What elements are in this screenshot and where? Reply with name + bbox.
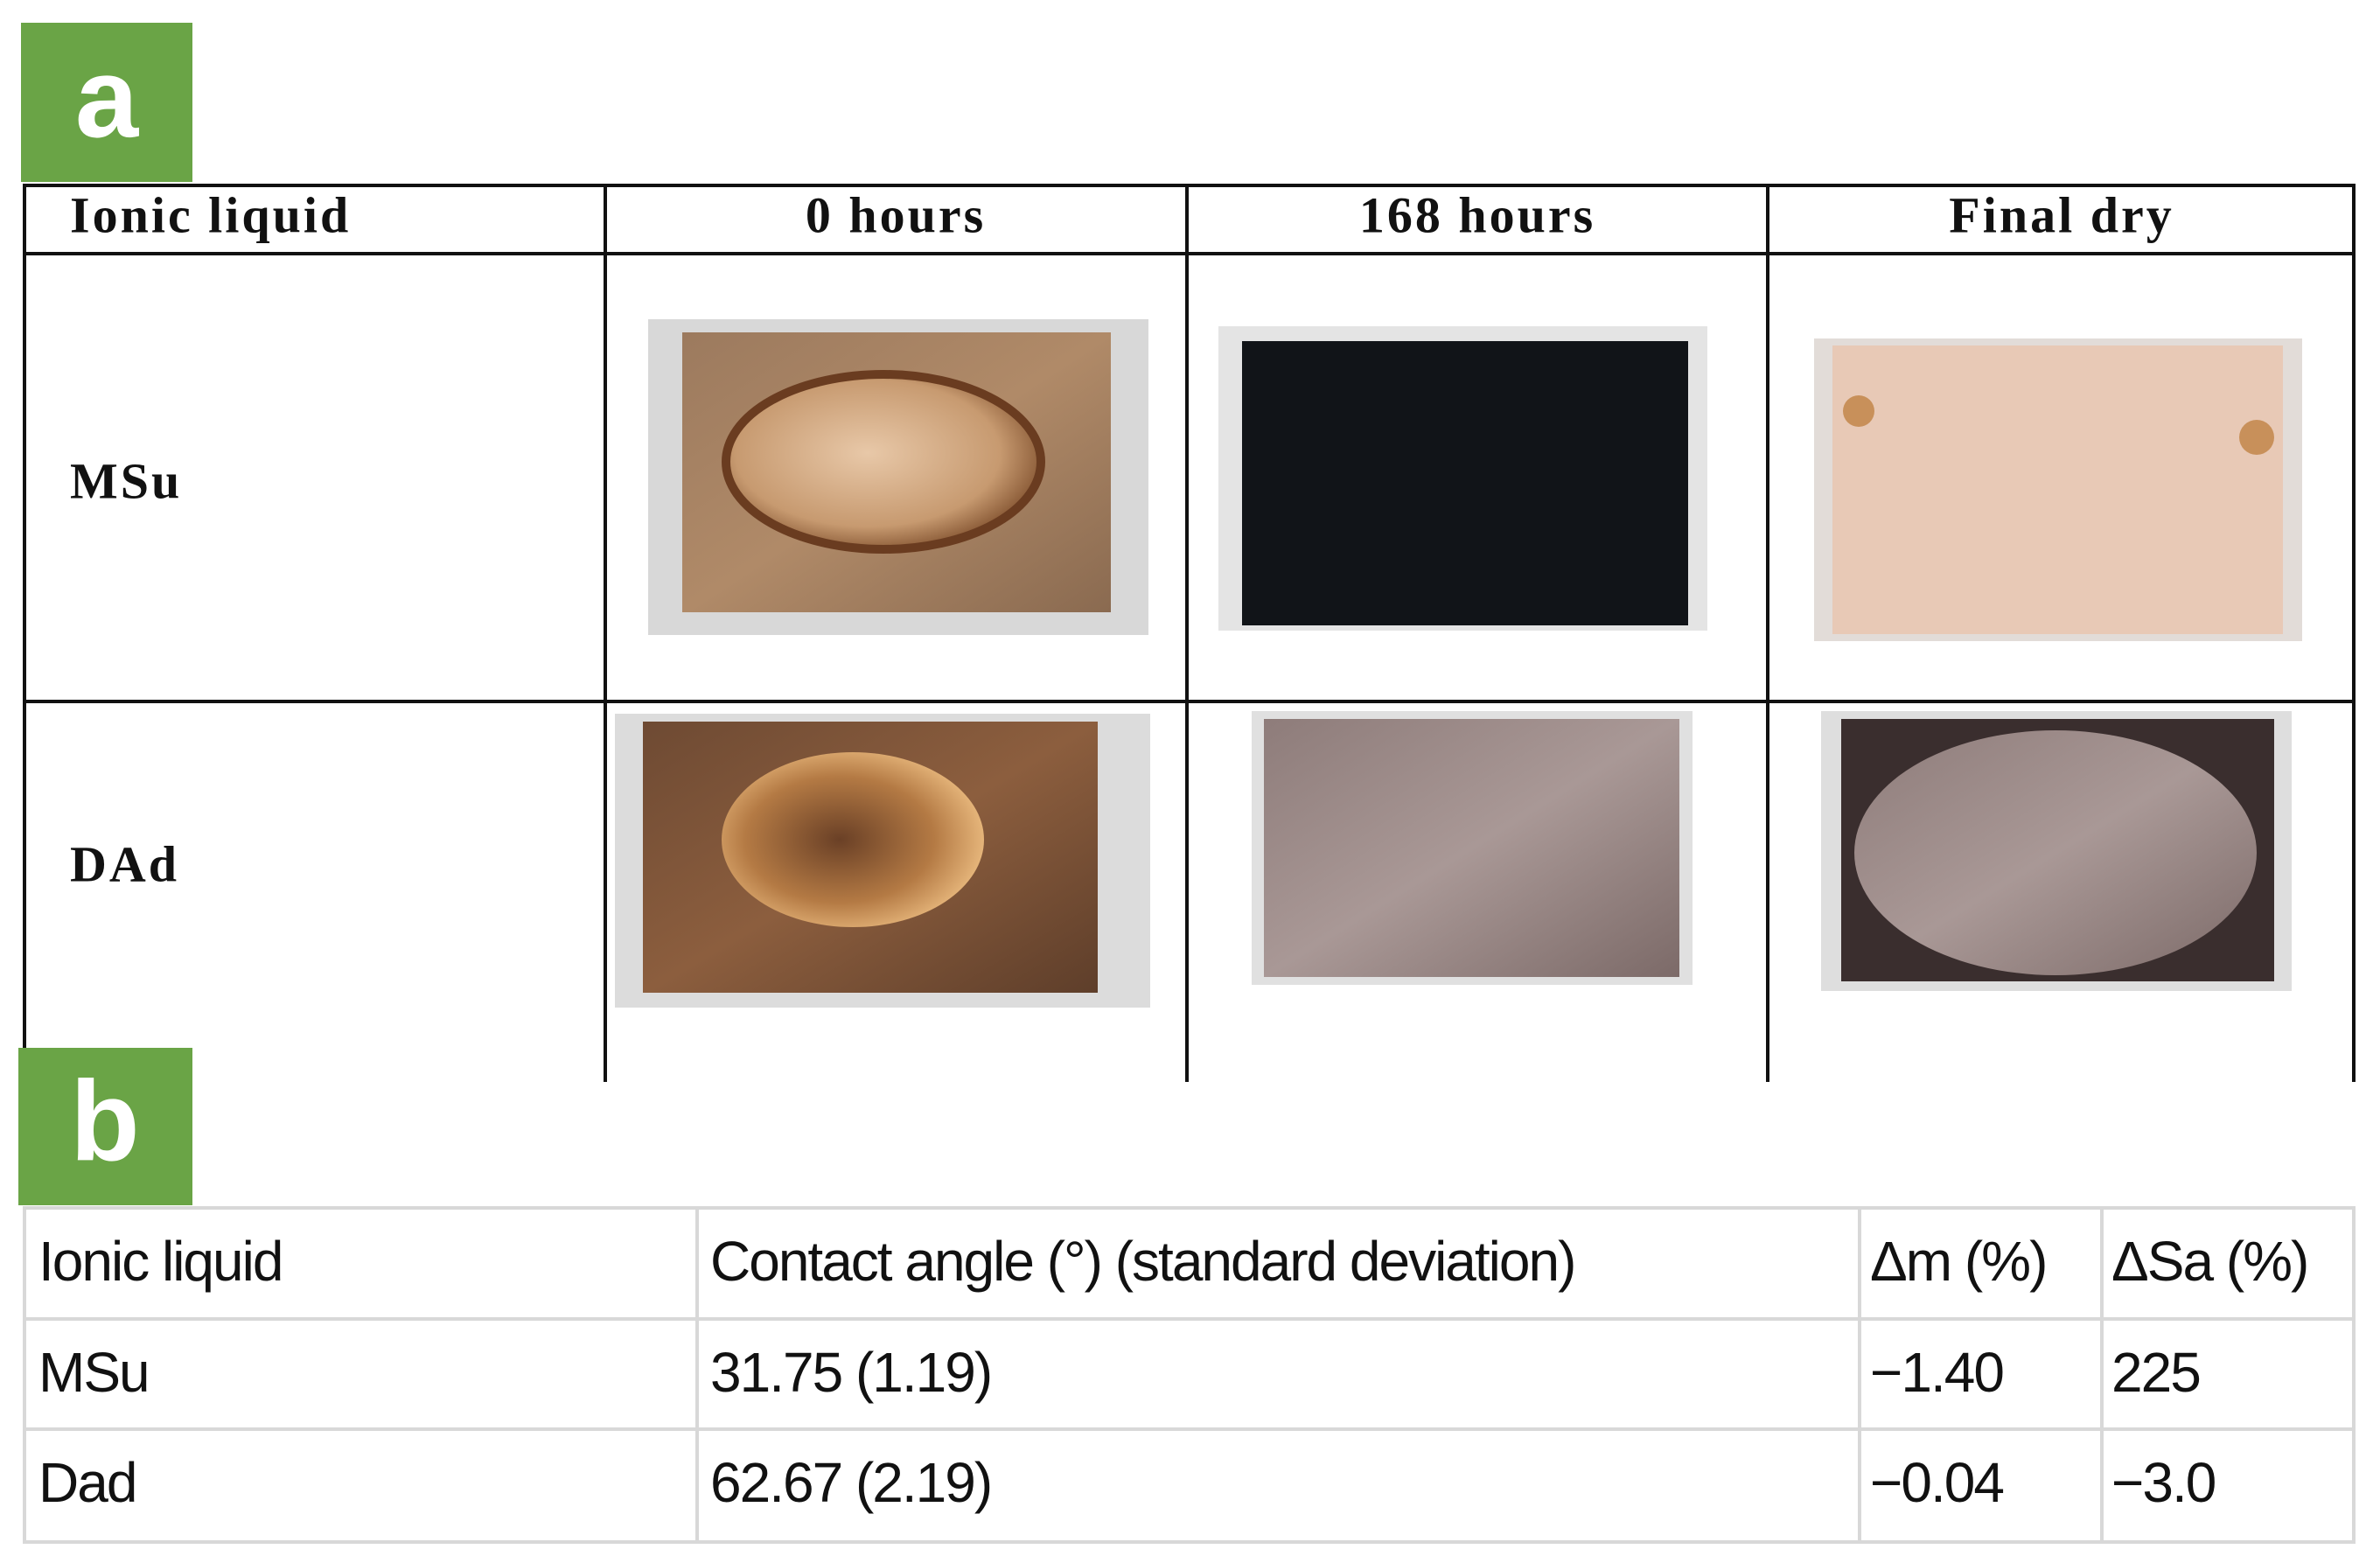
cell: −3.0 <box>2111 1451 2216 1514</box>
cell: 62.67 (2.19) <box>710 1451 991 1514</box>
header-cell: Final dry <box>1949 186 2174 243</box>
panel-label: a <box>75 33 140 161</box>
photo <box>1218 326 1707 631</box>
cell: MSu <box>38 1341 149 1404</box>
cell: 31.75 (1.19) <box>710 1341 991 1404</box>
header-cell: Δm (%) <box>1870 1230 2046 1293</box>
table-b-grid <box>23 1206 2356 1544</box>
cell: Dad <box>38 1451 136 1514</box>
panel-label: b <box>70 1057 139 1184</box>
header-cell: Ionic liquid <box>70 186 351 243</box>
header-cell: Contact angle (°) (standard deviation) <box>710 1230 1574 1293</box>
header-cell: ΔSa (%) <box>2111 1230 2307 1293</box>
photo <box>648 319 1148 635</box>
header-cell: 0 hours <box>806 186 986 243</box>
cell: 225 <box>2111 1341 2200 1404</box>
panel-label-box <box>21 23 192 182</box>
photo <box>1821 711 2292 991</box>
panel-label-box <box>18 1048 192 1205</box>
cell: −1.40 <box>1870 1341 2003 1404</box>
header-cell: Ionic liquid <box>38 1230 282 1293</box>
row-label: MSu <box>70 452 182 509</box>
photo <box>1814 338 2302 641</box>
photo <box>615 714 1150 1008</box>
header-cell: 168 hours <box>1359 186 1595 243</box>
photo <box>1252 711 1693 985</box>
table-a-grid <box>23 184 2356 1082</box>
cell: −0.04 <box>1870 1451 2003 1514</box>
row-label: DAd <box>70 835 179 892</box>
